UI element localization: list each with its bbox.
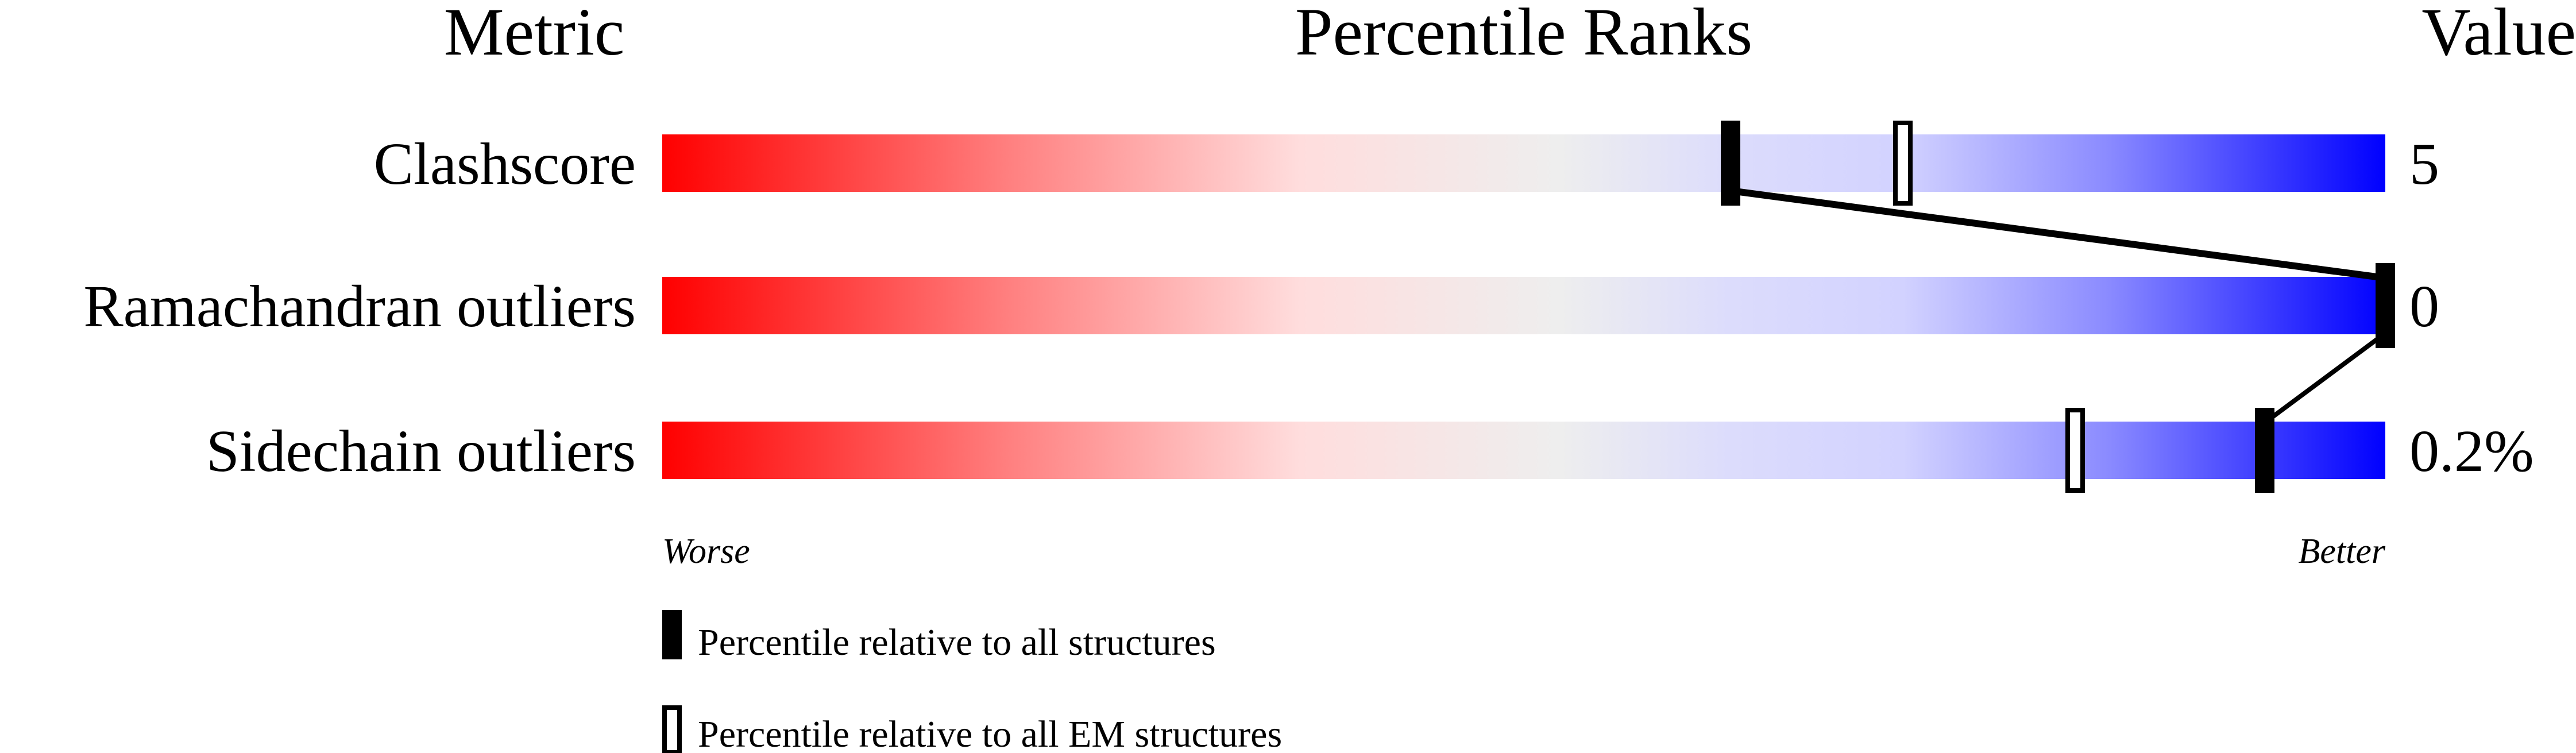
percentile-bar	[662, 422, 2385, 479]
connector-line	[1730, 187, 2386, 281]
legend-open-marker-icon	[662, 705, 682, 753]
percentile-bar	[662, 134, 2385, 192]
metric-label: Clashscore	[374, 131, 636, 197]
em-percentile-marker	[2065, 408, 2085, 493]
all-percentile-marker	[1721, 121, 1740, 206]
legend-label-all: Percentile relative to all structures	[698, 621, 1216, 663]
legend-label-em: Percentile relative to all EM structures	[698, 713, 1282, 753]
percentile-bar	[662, 277, 2385, 334]
header-metric: Metric	[444, 0, 625, 69]
metric-value: 5	[2409, 131, 2439, 197]
header-value: Value	[2421, 0, 2576, 69]
all-percentile-marker	[2255, 408, 2274, 493]
legend-filled-marker-icon	[662, 610, 682, 659]
metric-value: 0.2%	[2409, 418, 2534, 484]
em-percentile-marker	[1893, 121, 1913, 206]
axis-label-worse: Worse	[662, 532, 750, 571]
metric-label: Ramachandran outliers	[83, 273, 636, 339]
metric-label: Sidechain outliers	[206, 418, 636, 484]
header-percentile-ranks: Percentile Ranks	[1295, 0, 1752, 69]
all-percentile-marker	[2376, 263, 2395, 348]
metric-value: 0	[2409, 273, 2439, 339]
connector-line	[2263, 331, 2387, 425]
axis-label-better: Better	[2299, 532, 2386, 571]
